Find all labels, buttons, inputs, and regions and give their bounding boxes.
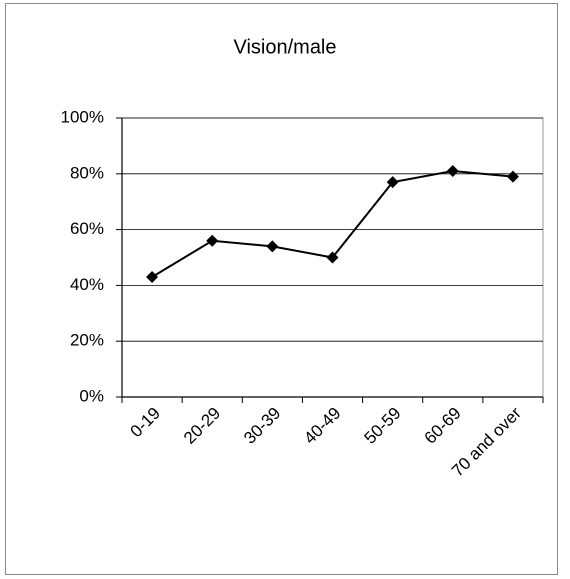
y-tick-label: 20%	[70, 331, 104, 350]
y-tick-label: 0%	[79, 386, 104, 405]
y-tick-label: 60%	[70, 219, 104, 238]
data-point	[206, 234, 219, 247]
data-point	[266, 240, 279, 253]
y-tick-label: 80%	[70, 163, 104, 182]
data-point	[326, 251, 339, 264]
data-point	[446, 165, 459, 178]
data-point	[386, 176, 399, 189]
y-tick-label: 100%	[61, 107, 104, 126]
chart-title: Vision/male	[233, 36, 336, 58]
data-point	[146, 271, 159, 284]
data-point	[506, 170, 519, 183]
y-tick-label: 40%	[70, 275, 104, 294]
